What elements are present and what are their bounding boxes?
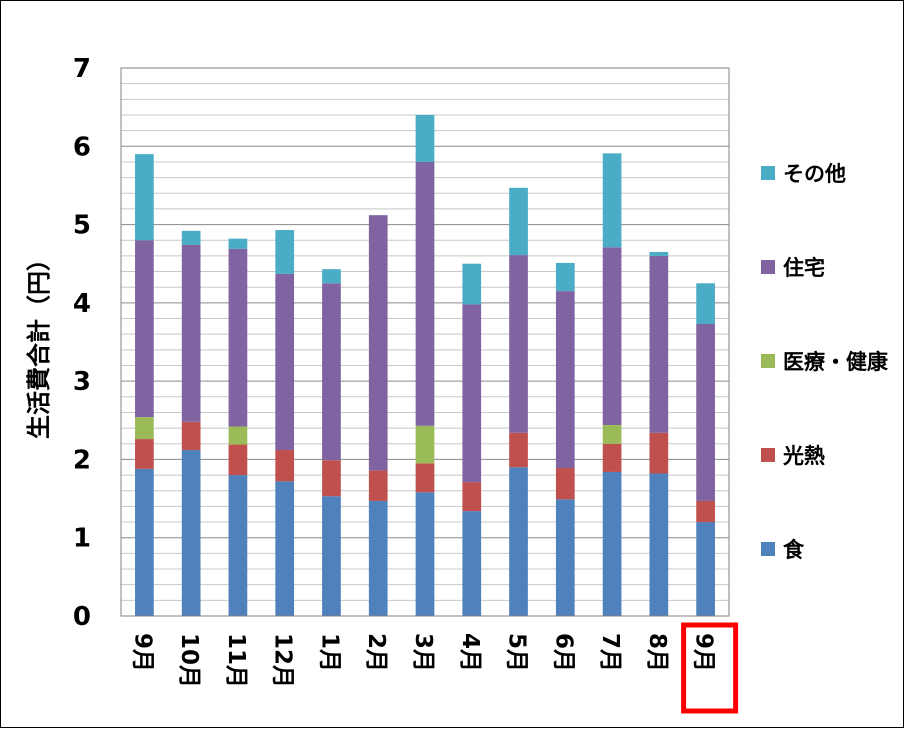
x-tick-label: 6月 <box>550 633 576 672</box>
bar-segment <box>181 421 201 451</box>
x-tick-label: 2月 <box>363 633 389 672</box>
bar-segment <box>228 248 248 427</box>
bar-segment <box>135 240 154 418</box>
y-axis-label: 生活費合計（円） <box>25 247 53 439</box>
bar-segment <box>509 255 528 433</box>
bar-segment <box>462 511 482 616</box>
bar-segment <box>555 262 575 292</box>
x-tick-label: 9月 <box>691 633 717 672</box>
bar-segment <box>649 473 669 616</box>
bar-segment <box>696 500 715 523</box>
bar-segment <box>696 323 715 501</box>
x-tick-label: 4月 <box>457 633 483 672</box>
y-tick-label: 6 <box>73 132 91 162</box>
bar-segment <box>135 439 154 469</box>
bar-segment <box>322 460 341 497</box>
x-tick-label: 11月 <box>223 633 249 688</box>
bar-segment <box>135 154 154 241</box>
legend-label: 医療・健康 <box>783 350 889 374</box>
y-tick-label: 5 <box>73 211 91 241</box>
bar-segment <box>415 114 435 162</box>
bar-segment <box>228 444 248 476</box>
y-tick-labels: 0 1 2 3 4 5 6 7 <box>73 54 91 632</box>
x-tick-label: 7月 <box>597 633 623 672</box>
legend-label: 住宅 <box>783 256 825 280</box>
bar-segment <box>555 468 575 500</box>
bar-segment <box>509 187 528 256</box>
bar-segment <box>649 432 669 474</box>
legend-swatch <box>761 260 775 274</box>
x-tick-label: 5月 <box>504 633 530 672</box>
bar-segment <box>228 426 248 445</box>
bar-segment <box>322 283 341 461</box>
bar-segment <box>135 417 154 440</box>
legend-swatch <box>761 542 775 556</box>
bar-segment <box>555 499 575 616</box>
x-tick-label: 9月 <box>129 633 155 672</box>
bar-segment <box>696 283 715 324</box>
bar-segment <box>322 269 341 284</box>
bar-segment <box>462 304 482 483</box>
x-tick-label: 10月 <box>176 633 202 688</box>
bar-segment <box>509 467 528 616</box>
bar-segment <box>602 424 622 444</box>
bar-segment <box>228 475 248 616</box>
bar-segment <box>322 496 341 616</box>
bar-segment <box>181 450 201 616</box>
x-tick-label: 8月 <box>644 633 670 672</box>
bar-segment <box>181 244 201 422</box>
x-tick-labels: 9月 10月 11月 12月 1月 2月 3月 4月 5月 6月 7月 8月 9月 <box>129 633 716 688</box>
bar-segment <box>135 468 154 616</box>
bar-segment <box>696 522 715 616</box>
bar-segment <box>602 153 622 248</box>
bar-segment <box>462 482 482 512</box>
plot-area-border <box>120 67 730 617</box>
y-tick-label: 3 <box>73 367 91 397</box>
bar-segment <box>415 425 435 464</box>
legend-label: 光熱 <box>782 444 825 468</box>
y-tick-label: 7 <box>73 54 91 84</box>
bar-segment <box>555 291 575 469</box>
bar-segment <box>462 263 482 305</box>
axes <box>120 67 730 617</box>
bar-segment <box>368 215 388 471</box>
legend-swatch <box>761 354 775 368</box>
bar-segment <box>602 247 622 425</box>
y-tick-label: 2 <box>73 445 91 475</box>
y-tick-label: 0 <box>73 602 91 632</box>
bars <box>135 114 715 616</box>
x-tick-label: 3月 <box>410 633 436 672</box>
legend-swatch <box>761 448 775 462</box>
x-tick-label: 12月 <box>270 633 296 688</box>
bar-segment <box>275 450 295 482</box>
highlight-layer <box>681 622 739 714</box>
legend-label: 食 <box>783 538 805 562</box>
bar-segment <box>602 471 622 616</box>
x-tick-label: 1月 <box>316 633 342 672</box>
y-tick-label: 1 <box>73 524 91 554</box>
bar-segment <box>228 238 248 249</box>
bar-segment <box>275 230 295 274</box>
legend-label: その他 <box>783 162 846 186</box>
highlight-box <box>681 622 739 714</box>
bar-segment <box>509 432 528 468</box>
bar-segment <box>275 273 295 451</box>
bar-segment <box>275 481 295 616</box>
y-tick-label: 4 <box>73 289 91 319</box>
bar-segment <box>415 161 435 426</box>
bar-segment <box>649 255 669 433</box>
bar-segment <box>415 492 435 616</box>
bar-segment <box>415 463 435 493</box>
bar-segment <box>181 230 201 245</box>
legend-swatch <box>761 166 775 180</box>
bar-segment <box>368 500 388 616</box>
bar-segment <box>602 443 622 472</box>
bar-segment <box>368 470 388 501</box>
bar-segment <box>649 251 669 256</box>
